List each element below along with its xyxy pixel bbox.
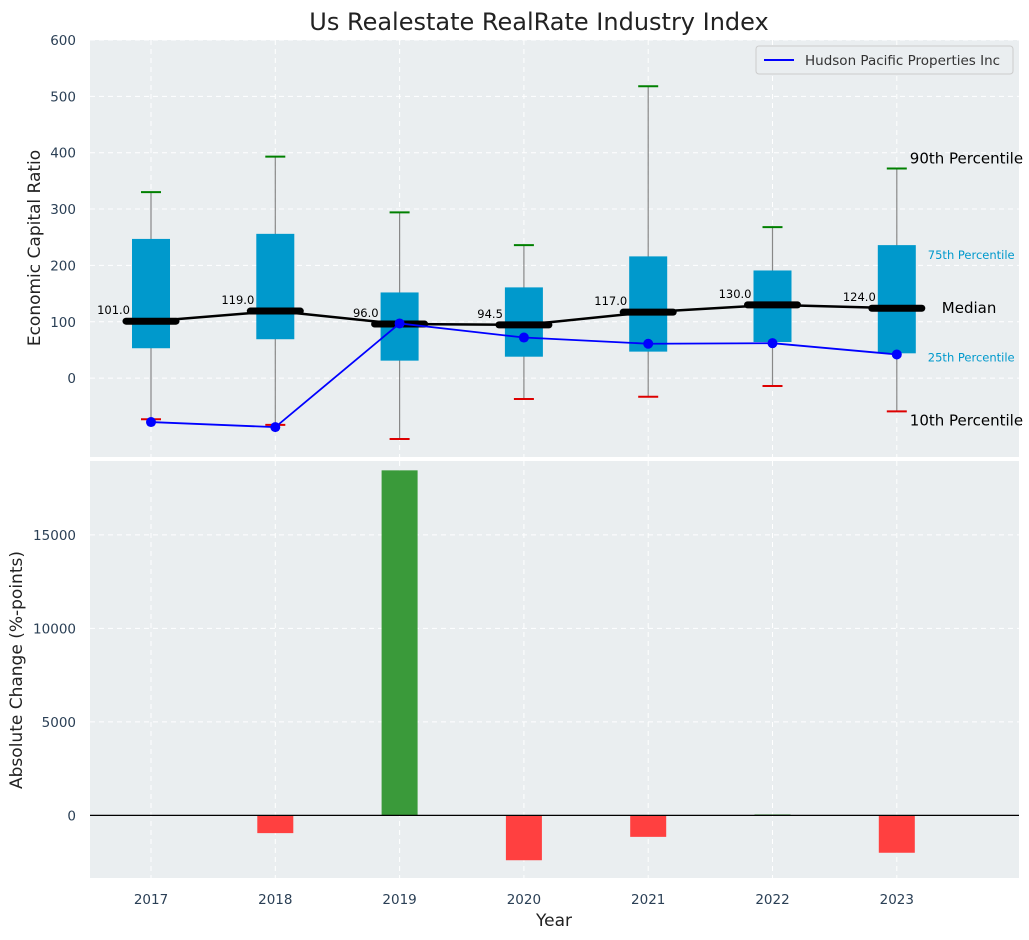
median-value-label: 130.0	[719, 287, 752, 301]
top-y-tick-label: 0	[67, 371, 76, 387]
median-value-label: 124.0	[843, 290, 876, 304]
median-value-label: 119.0	[221, 293, 254, 307]
change-bar	[381, 470, 418, 816]
box-iqr	[877, 245, 916, 354]
bottom-y-axis-label: Absolute Change (%-points)	[7, 551, 27, 789]
change-bar	[878, 815, 915, 853]
company-point	[891, 349, 902, 360]
box-iqr	[629, 256, 668, 352]
company-point	[394, 318, 405, 329]
x-tick-label: 2018	[258, 892, 292, 908]
x-tick-label: 2020	[507, 892, 541, 908]
legend: Hudson Pacific Properties Inc	[755, 45, 1014, 75]
company-point	[643, 338, 654, 349]
median-label: Median	[942, 299, 997, 317]
x-tick-label: 2022	[755, 892, 789, 908]
p25-label: 25th Percentile	[928, 350, 1015, 364]
legend-label: Hudson Pacific Properties Inc	[805, 53, 1000, 69]
bottom-y-ticks: 0 5000 10000 15000	[33, 528, 76, 824]
p10-label: 10th Percentile	[910, 411, 1023, 429]
top-y-tick-label: 100	[50, 315, 76, 331]
change-bar	[257, 815, 294, 834]
median-series: 101.0 119.0 96.0 94.5 117.0 130.0 124.0	[97, 287, 926, 329]
bottom-y-tick-label: 10000	[33, 621, 76, 637]
box-iqr	[256, 233, 295, 340]
x-tick-label: 2021	[631, 892, 665, 908]
bottom-y-tick-label: 15000	[33, 528, 76, 544]
bottom-y-tick-label: 0	[67, 808, 76, 824]
company-point	[146, 417, 156, 428]
x-tick-label: 2019	[382, 892, 416, 908]
x-axis-label: Year	[535, 911, 572, 931]
x-tick-label: 2017	[134, 892, 168, 908]
p90-label: 90th Percentile	[910, 149, 1023, 167]
top-y-ticks: 0 100 200 300 400 500 600	[50, 33, 76, 387]
company-point	[767, 338, 778, 349]
top-y-tick-label: 200	[50, 258, 76, 274]
top-y-tick-label: 400	[50, 146, 76, 162]
top-y-tick-label: 500	[50, 89, 76, 105]
percentile-labels: 90th Percentile 75th Percentile Median 25th…	[910, 149, 1023, 429]
x-tick-label: 2023	[880, 892, 914, 908]
company-point	[518, 332, 529, 343]
bottom-y-tick-label: 5000	[42, 715, 76, 731]
p75-label: 75th Percentile	[928, 248, 1015, 262]
company-series	[146, 318, 902, 433]
box-iqr	[132, 238, 170, 349]
top-y-axis-label: Economic Capital Ratio	[25, 150, 45, 346]
bottom-plot-area	[90, 461, 1019, 878]
x-ticks: 2017 2018 2019 2020 2021 2022 2023	[134, 892, 914, 908]
bottom-panel: 0 5000 10000 15000 2017 2018 2019 2020 2021 2022…	[7, 461, 1019, 931]
median-value-label: 96.0	[353, 306, 379, 320]
chart-title: Us Realestate RealRate Industry Index	[309, 8, 768, 36]
top-panel: 0 100 200 300 400 500 600 Economic Capital Rat…	[25, 33, 1023, 457]
company-point	[270, 422, 281, 433]
top-y-tick-label: 300	[50, 202, 76, 218]
bottom-gridlines	[90, 461, 1019, 878]
change-bar	[505, 815, 542, 861]
median-value-label: 117.0	[594, 294, 627, 308]
change-bar	[630, 815, 667, 837]
top-plot-area	[90, 40, 1019, 457]
median-value-label: 94.5	[477, 307, 503, 321]
top-y-tick-label: 600	[50, 33, 76, 49]
median-value-label: 101.0	[97, 303, 130, 317]
change-bars	[90, 470, 1019, 861]
